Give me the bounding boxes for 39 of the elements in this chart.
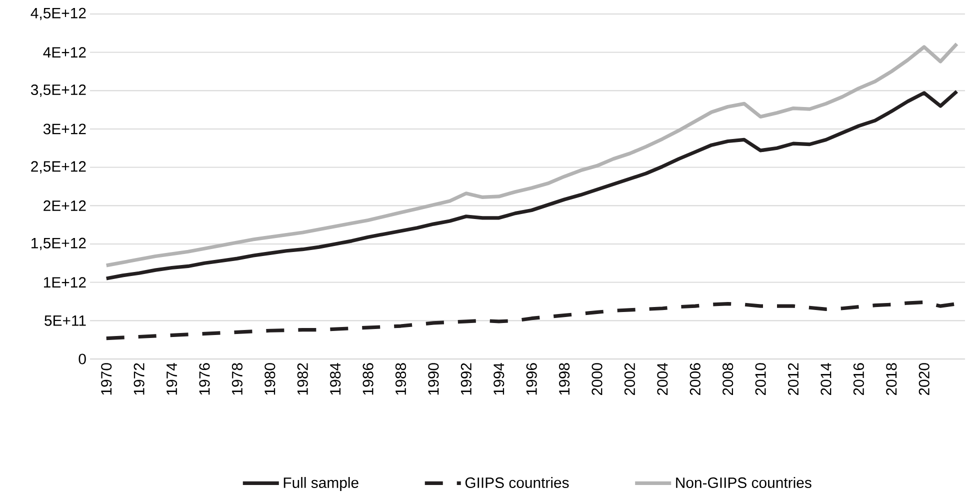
x-tick-label: 1978 [232,363,242,395]
x-tick-label: 2014 [820,362,832,395]
y-tick-label: 1,5E+12 [32,238,86,250]
x-tick-label: 2006 [690,363,700,395]
legend-label: GIIPS countries [465,477,569,488]
x-tick-label: 1972 [134,363,144,395]
y-tick-label: 3E+12 [43,124,86,134]
y-tick-label: 4E+12 [43,47,86,58]
x-tick-label: 2020 [918,363,930,395]
x-tick-label: 1982 [297,363,308,395]
x-tick-label: 2016 [853,363,864,395]
x-tick-label: 2004 [657,362,668,395]
y-tick-label: 0 [78,354,86,364]
x-tick-label: 1974 [166,362,178,395]
x-tick-label: 1994 [494,362,504,395]
y-tick-label: 5E+11 [44,315,86,326]
x-tick-label: 2002 [624,363,636,395]
y-tick-label: 2E+12 [44,200,86,211]
x-tick-label: 2012 [788,363,799,395]
x-tick-label: 1996 [526,363,537,395]
x-tick-label: 1976 [199,363,210,395]
x-tick-label: 2000 [592,363,602,395]
x-tick-label: 1992 [460,363,472,395]
legend-label: Full sample [284,477,358,491]
x-tick-label: 1990 [428,363,439,395]
y-tick-label: 4,5E+12 [30,8,86,20]
x-tick-label: 1988 [395,363,406,395]
legend-label: Non-GIIPS countries [676,477,812,488]
y-tick-label: 3,5E+12 [30,84,86,97]
x-tick-label: 1984 [330,362,341,395]
x-tick-label: 2010 [755,363,766,395]
x-tick-label: 2018 [886,363,897,395]
x-tick-label: 1986 [362,363,374,395]
x-tick-label: 1998 [559,363,570,395]
x-tick-label: 1980 [264,363,276,395]
x-tick-label: 1970 [101,363,112,395]
y-tick-label: 2,5E+12 [31,161,86,174]
x-tick-label: 2008 [722,363,734,395]
y-tick-label: 1E+12 [44,277,86,288]
